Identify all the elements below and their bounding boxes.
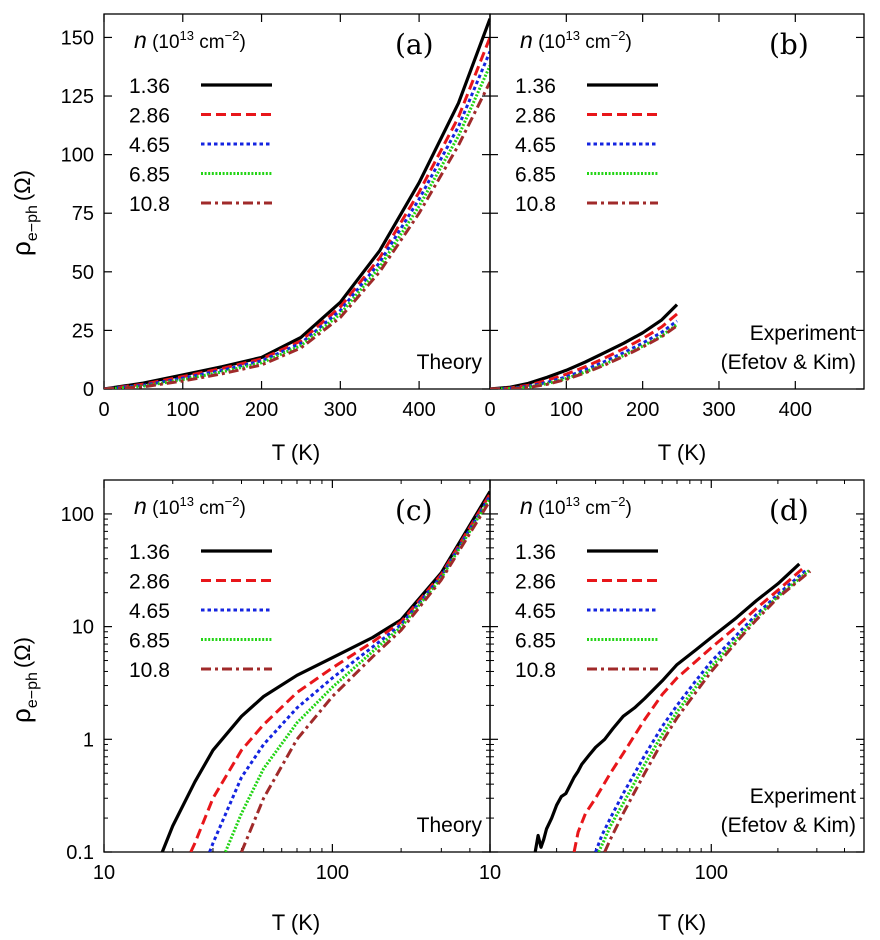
x-tick-label: 10 bbox=[479, 862, 501, 884]
y-tick-label: 25 bbox=[72, 320, 94, 342]
x-tick-label: 300 bbox=[702, 399, 735, 421]
series-group bbox=[104, 18, 490, 389]
x-tick-label: 10 bbox=[93, 862, 115, 884]
y-tick-label: 100 bbox=[61, 145, 94, 167]
legend-title: n (1013 cm−2) bbox=[520, 493, 632, 519]
y-tick-label: 75 bbox=[72, 203, 94, 225]
annotation-text: Theory bbox=[417, 351, 483, 374]
x-axis-title-b: T (K) bbox=[658, 440, 706, 465]
x-tick-label: 100 bbox=[166, 399, 199, 421]
legend-label: 6.85 bbox=[129, 630, 170, 653]
x-axis-title-c: T (K) bbox=[272, 910, 320, 935]
annotation-text: Experiment bbox=[750, 322, 856, 345]
y-axis-title-unit: (Ω) bbox=[10, 170, 35, 201]
x-tick-label: 0 bbox=[98, 399, 109, 421]
annotation-text: Theory bbox=[417, 814, 483, 837]
panel-label: (b) bbox=[769, 28, 809, 61]
legend-label: 4.65 bbox=[129, 134, 170, 157]
y-axis-title-symbol: ρ bbox=[6, 708, 36, 723]
y-tick-label: 10 bbox=[72, 617, 94, 639]
legend-title: n (1013 cm−2) bbox=[134, 27, 246, 53]
x-tick-label: 100 bbox=[550, 399, 583, 421]
y-tick-label: 150 bbox=[61, 27, 94, 49]
legend-label: 2.86 bbox=[515, 571, 556, 594]
y-tick-label: 125 bbox=[61, 86, 94, 108]
x-tick-label: 400 bbox=[779, 399, 812, 421]
series-line-4-65 bbox=[594, 568, 808, 852]
y-tick-label: 1 bbox=[83, 729, 94, 751]
x-tick-label: 100 bbox=[316, 862, 349, 884]
legend-label: 1.36 bbox=[515, 75, 556, 98]
legend-label: 4.65 bbox=[515, 600, 556, 623]
legend-label: 2.86 bbox=[515, 105, 556, 128]
series-line-10-8 bbox=[603, 570, 812, 852]
legend-label: 6.85 bbox=[515, 630, 556, 653]
series-line-2-86 bbox=[490, 312, 678, 389]
y-axis-title-bottom: ρe−ph (Ω) bbox=[6, 637, 41, 723]
legend-label: 1.36 bbox=[129, 541, 170, 564]
panel-label: (c) bbox=[395, 494, 433, 527]
legend-label: 10.8 bbox=[515, 659, 556, 682]
legend-title: n (1013 cm−2) bbox=[520, 27, 632, 53]
series-line-4-65 bbox=[490, 319, 678, 389]
panel-label: (d) bbox=[769, 494, 809, 527]
y-axis-title-symbol: ρ bbox=[6, 241, 36, 256]
y-tick-label: 0.1 bbox=[66, 842, 94, 864]
series-line-10-8 bbox=[240, 499, 490, 852]
legend-label: 10.8 bbox=[129, 659, 170, 682]
series-line-2-86 bbox=[189, 493, 490, 852]
legend-label: 2.86 bbox=[129, 571, 170, 594]
panel-label: (a) bbox=[395, 28, 434, 61]
x-tick-label: 0 bbox=[484, 399, 495, 421]
x-axis-title-a: T (K) bbox=[272, 440, 320, 465]
y-axis-title-subscript: e−ph bbox=[24, 672, 41, 708]
series-line-1-36 bbox=[490, 303, 679, 389]
legend-label: 1.36 bbox=[515, 541, 556, 564]
x-tick-label: 100 bbox=[695, 862, 728, 884]
svg-text:ρe−ph(Ω): ρe−ph (Ω) bbox=[6, 170, 41, 256]
y-tick-label: 100 bbox=[61, 504, 94, 526]
y-tick-label: 0 bbox=[83, 379, 94, 401]
series-group bbox=[533, 562, 812, 852]
legend-label: 4.65 bbox=[129, 600, 170, 623]
legend-label: 6.85 bbox=[129, 164, 170, 187]
legend-label: 2.86 bbox=[129, 105, 170, 128]
annotation-text: (Efetov & Kim) bbox=[721, 351, 856, 374]
legend-label: 1.36 bbox=[129, 75, 170, 98]
series-line-1-36 bbox=[533, 562, 801, 852]
plot-frame bbox=[489, 13, 865, 390]
series-line-10-8 bbox=[104, 81, 490, 389]
x-tick-label: 200 bbox=[245, 399, 278, 421]
legend-label: 10.8 bbox=[129, 193, 170, 216]
annotation-text: (Efetov & Kim) bbox=[721, 814, 856, 837]
legend-title: n (1013 cm−2) bbox=[134, 493, 246, 519]
y-axis-title-subscript: e−ph bbox=[24, 205, 41, 241]
legend-label: 10.8 bbox=[515, 193, 556, 216]
x-axis-title-d: T (K) bbox=[658, 910, 706, 935]
series-line-1-36 bbox=[104, 18, 490, 389]
y-axis-title-top: ρe−ph (Ω) bbox=[6, 170, 41, 256]
series-group bbox=[160, 490, 490, 852]
annotation-text: Experiment bbox=[750, 785, 856, 808]
panel-c: 10 100 0.1 1 10 100 (c) n (1013 cm−2) 1.36 2.86 4.… bbox=[61, 479, 491, 884]
panel-a: 0 100 200 300 400 0 25 50 75 100 125 150 (a) n (1013 … bbox=[61, 13, 491, 421]
series-group bbox=[490, 303, 679, 389]
series-line-2-86 bbox=[572, 567, 805, 852]
legend-label: 4.65 bbox=[515, 134, 556, 157]
svg-text:ρe−ph(Ω): ρe−ph (Ω) bbox=[6, 637, 41, 723]
y-tick-label: 50 bbox=[72, 262, 94, 284]
x-tick-label: 400 bbox=[402, 399, 435, 421]
panel-d: 10 100 (d) n (1013 cm−2) 1.36 2.86 4.65 6.85 10.… bbox=[479, 479, 865, 884]
x-tick-label: 300 bbox=[324, 399, 357, 421]
panel-b: 0 100 200 300 400 (b) n (1013 cm−2) 1.36 2.86 4.6… bbox=[484, 13, 865, 421]
x-tick-label: 200 bbox=[626, 399, 659, 421]
legend-label: 6.85 bbox=[515, 164, 556, 187]
series-line-6-85 bbox=[490, 323, 678, 389]
y-axis-title-unit: (Ω) bbox=[10, 637, 35, 668]
